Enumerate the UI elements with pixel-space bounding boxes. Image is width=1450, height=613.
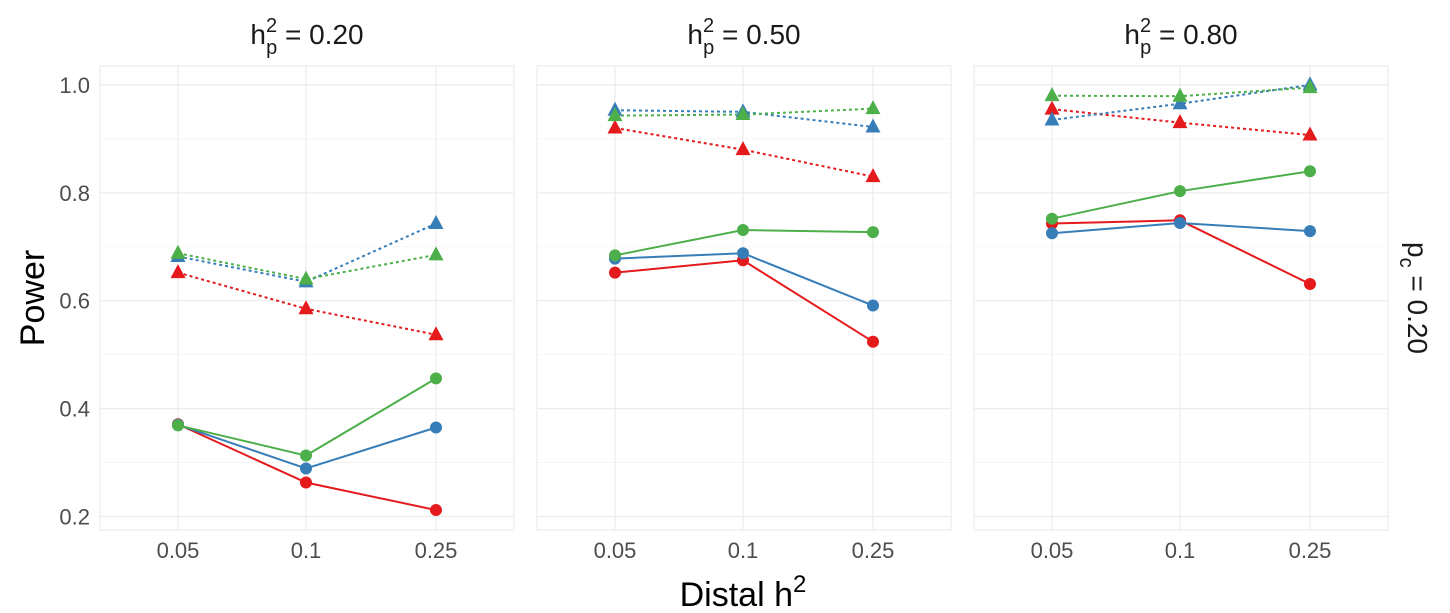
point-green-circle [1174,185,1186,198]
x-tick-label: 0.25 [1289,538,1332,563]
facet-strips: h2 p = 0.20 h2 p = 0.50 h2 p = 0.80 pc = 0.20 [250,15,1433,354]
facet-title-1: h2 p = 0.20 [250,15,363,59]
x-tick-label: 0.1 [1165,538,1196,563]
x-tick-label: 0.05 [594,538,637,563]
panel-3 [973,65,1389,531]
point-red-triangle [607,119,623,134]
x-tick-label: 0.05 [157,538,200,563]
point-green-triangle [865,100,881,115]
x-tick-label: 0.25 [852,538,895,563]
point-red-triangle [428,326,444,341]
point-green-circle [172,419,184,432]
point-green-circle [1304,165,1316,178]
series-line-green-triangle [177,252,437,281]
point-blue-triangle [865,118,881,133]
series-line-red-triangle [614,127,874,178]
facet-title-3: h2 p = 0.80 [1124,15,1237,59]
point-red-circle [300,476,312,489]
point-red-triangle [1044,100,1060,115]
x-axis-title: Distal h2 [680,571,807,613]
point-red-triangle [1302,126,1318,141]
point-red-triangle [170,264,186,279]
point-green-circle [867,226,879,239]
panel-1 [99,65,515,531]
point-green-circle [1046,212,1058,225]
point-green-circle [737,224,749,237]
point-red-triangle [735,141,751,156]
point-green-triangle [1044,87,1060,102]
point-blue-circle [1046,227,1058,240]
point-green-circle [430,372,442,385]
point-green-triangle [607,107,623,122]
x-tick-label: 0.25 [415,538,458,563]
panel-background [973,65,1389,531]
point-green-triangle [428,246,444,261]
point-green-circle [609,249,621,262]
point-blue-circle [1174,217,1186,230]
point-blue-circle [430,421,442,434]
point-red-circle [609,266,621,279]
y-tick-label: 1.0 [59,73,90,98]
point-green-triangle [735,106,751,121]
point-green-triangle [1172,87,1188,102]
point-red-circle [430,504,442,517]
facet-title-2: h2 p = 0.50 [687,15,800,59]
point-red-circle [867,335,879,348]
y-tick-label: 0.8 [59,181,90,206]
x-tick-label: 0.1 [291,538,322,563]
point-blue-triangle [428,215,444,230]
row-strip-label: pc = 0.20 [1395,242,1433,354]
point-green-triangle [298,270,314,285]
point-red-triangle [298,300,314,315]
point-blue-circle [1304,225,1316,238]
panel-background [536,65,952,531]
panels-layer [99,65,1389,531]
y-axis-title: Power [14,250,52,346]
axes: 0.05 0.1 0.25 0.05 0.1 0.25 0.05 0.1 0.25 0.2 0.4 0… [14,73,1331,613]
point-red-triangle [1172,114,1188,129]
point-green-circle [300,449,312,462]
point-red-triangle [865,168,881,183]
series-line-blue-triangle [177,222,437,283]
y-tick-label: 0.6 [59,289,90,314]
point-blue-circle [867,299,879,312]
point-red-circle [1304,277,1316,290]
x-tick-label: 0.05 [1031,538,1074,563]
point-green-triangle [1302,79,1318,94]
point-blue-circle [300,462,312,475]
x-tick-label: 0.1 [728,538,759,563]
point-green-triangle [170,244,186,259]
point-blue-circle [737,247,749,260]
y-tick-label: 0.2 [59,505,90,530]
series-line-blue-triangle [1051,83,1311,121]
y-tick-label: 0.4 [59,397,90,422]
panel-2 [536,65,952,531]
point-blue-triangle [1044,111,1060,126]
point-blue-triangle [1172,95,1188,110]
